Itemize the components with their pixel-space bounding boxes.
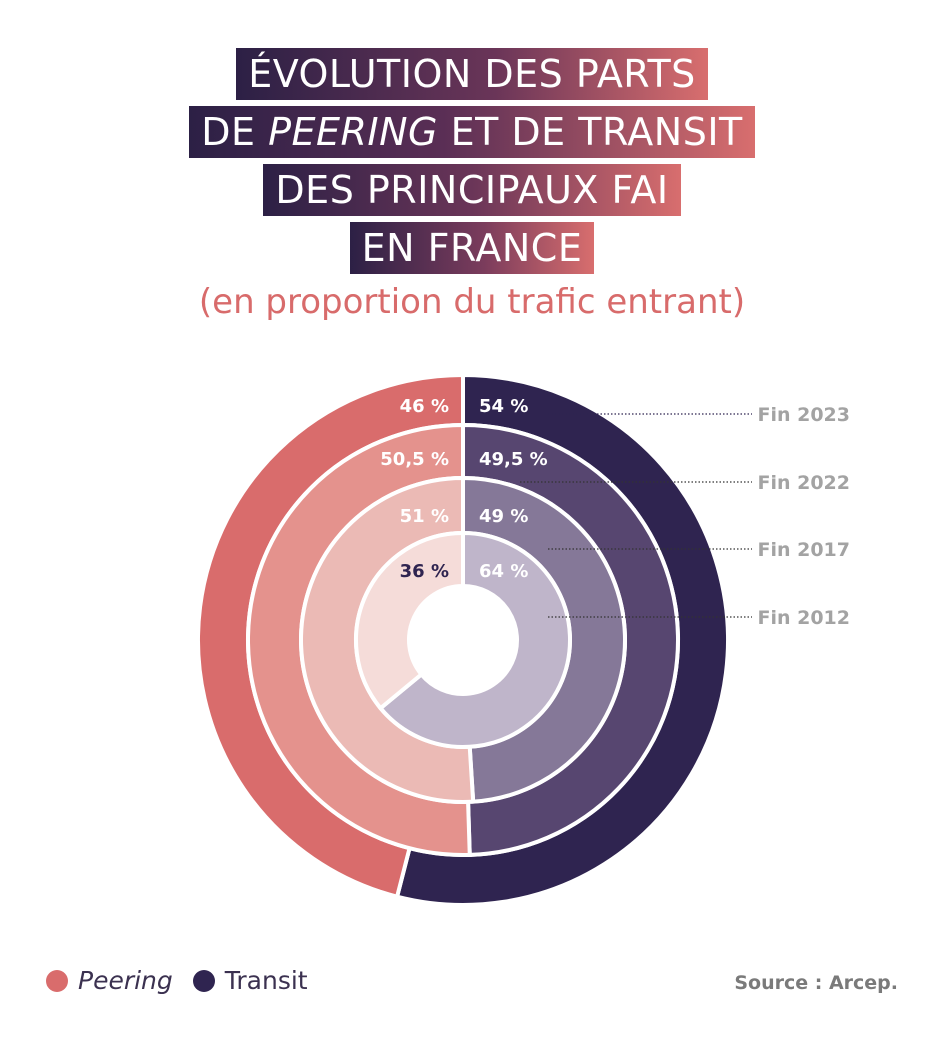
legend-swatch-transit xyxy=(192,969,215,992)
legend-swatch-peering xyxy=(46,969,68,992)
chart-subtitle: (en proportion du trafic entrant) xyxy=(198,282,746,322)
ring-label-fin-2017: Fin 2017 xyxy=(757,539,850,561)
title-line-4: EN FRANCE xyxy=(349,222,595,274)
ring-label-fin-2012: Fin 2012 xyxy=(757,607,850,629)
title-line-2-end: ET DE TRANSIT xyxy=(438,110,743,154)
value-label-peering-fin-2023: 46 % xyxy=(400,396,449,417)
value-label-peering-fin-2012: 36 % xyxy=(400,561,449,582)
legend: Peering Transit xyxy=(46,966,328,995)
donut-hole xyxy=(409,586,517,694)
chart-title: ÉVOLUTION DES PARTS DE PEERING ET DE TRA… xyxy=(0,48,944,280)
ring-label-fin-2022: Fin 2022 xyxy=(757,472,850,494)
title-peering-word: PEERING xyxy=(268,110,438,154)
value-label-peering-fin-2017: 51 % xyxy=(400,506,449,527)
value-label-transit-fin-2023: 54 % xyxy=(479,396,528,417)
value-label-transit-fin-2012: 64 % xyxy=(479,561,528,582)
title-line-3: DES PRINCIPAUX FAI xyxy=(263,164,681,216)
title-line-2-start: DE xyxy=(201,110,269,154)
legend-label-peering: Peering xyxy=(78,966,173,995)
legend-label-transit: Transit xyxy=(224,966,308,995)
legend-item-peering: Peering xyxy=(46,966,173,995)
value-label-peering-fin-2022: 50,5 % xyxy=(380,449,449,470)
value-label-transit-fin-2022: 49,5 % xyxy=(479,449,548,470)
legend-item-transit: Transit xyxy=(192,966,308,995)
value-label-transit-fin-2017: 49 % xyxy=(479,506,528,527)
source-note: Source : Arcep. xyxy=(734,972,898,994)
ring-label-fin-2023: Fin 2023 xyxy=(757,404,850,426)
title-line-1: ÉVOLUTION DES PARTS xyxy=(236,48,708,100)
title-line-2: DE PEERING ET DE TRANSIT xyxy=(189,106,755,158)
